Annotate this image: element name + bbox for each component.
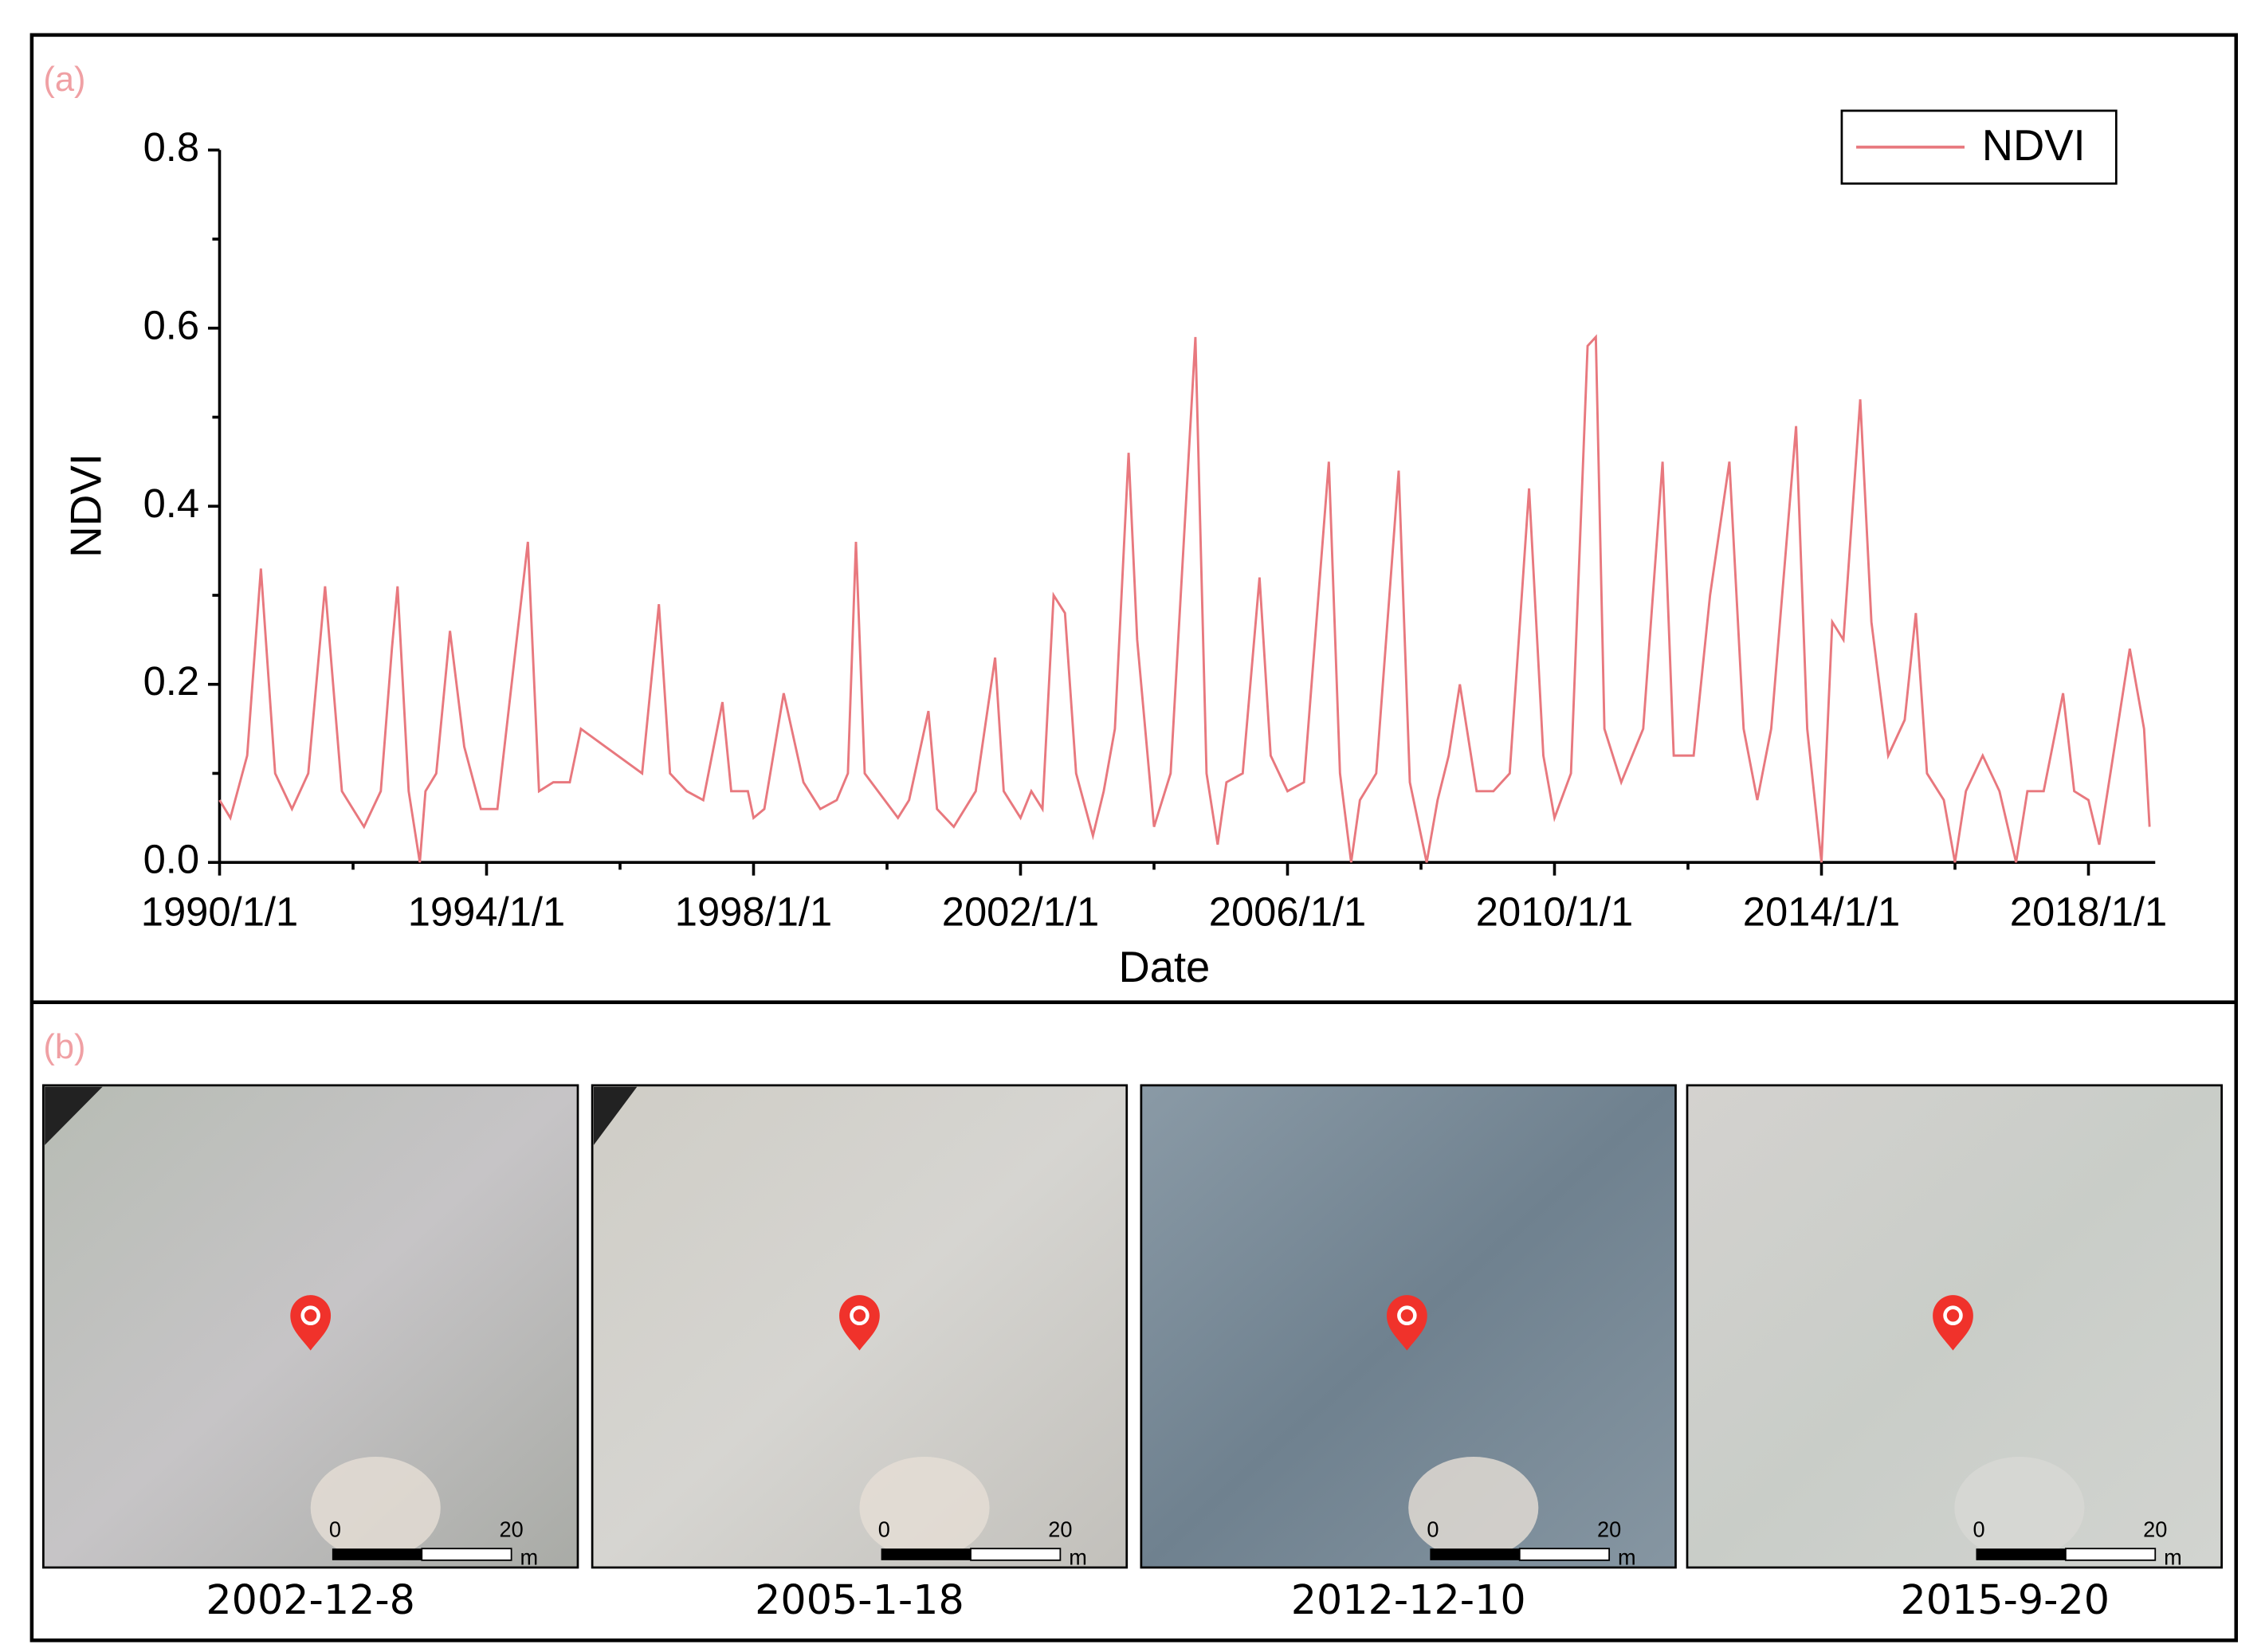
y-tick-label: 0.8 bbox=[143, 124, 200, 170]
y-tick-label: 0.6 bbox=[143, 302, 200, 347]
x-tick-label: 1994/1/1 bbox=[408, 889, 565, 934]
scale-bar-white bbox=[421, 1548, 512, 1561]
scale-bar-white bbox=[1518, 1548, 1611, 1561]
x-axis-label: Date bbox=[1118, 943, 1210, 991]
image-date: 2002-12-8 bbox=[206, 1577, 415, 1624]
scale-bar-white bbox=[2064, 1548, 2157, 1561]
pin-dot bbox=[1943, 1305, 1963, 1326]
panel-label: (a) bbox=[43, 60, 85, 99]
y-tick-label: 0.0 bbox=[143, 837, 200, 882]
scale-label: 0 bbox=[329, 1517, 341, 1541]
scale-bar-white bbox=[970, 1548, 1062, 1561]
scale-label: 0 bbox=[1427, 1517, 1439, 1541]
frame bbox=[29, 33, 2239, 1642]
x-tick-label: 2002/1/1 bbox=[942, 889, 1099, 934]
scale-bar-black bbox=[332, 1548, 422, 1560]
y-tick-label: 0.2 bbox=[143, 658, 200, 704]
scale-bar-black bbox=[1976, 1548, 2066, 1560]
legend-label: NDVI bbox=[1982, 121, 2086, 170]
y-tick-label: 0.4 bbox=[143, 481, 200, 526]
pin-dot bbox=[1397, 1305, 1417, 1326]
image-feature bbox=[859, 1457, 990, 1560]
y-axis-label: NDVI bbox=[62, 453, 111, 558]
image-feature bbox=[1408, 1457, 1539, 1560]
scale-label: m bbox=[520, 1544, 539, 1569]
scale-label: m bbox=[1069, 1544, 1087, 1569]
x-tick-label: 2010/1/1 bbox=[1476, 889, 1633, 934]
x-tick-label: 2018/1/1 bbox=[2010, 889, 2167, 934]
image-date: 2015-9-20 bbox=[1900, 1577, 2110, 1624]
scale-label: 20 bbox=[2143, 1517, 2167, 1541]
scale-label: 20 bbox=[1048, 1517, 1072, 1541]
scale-label: 20 bbox=[500, 1517, 524, 1541]
scale-label: 20 bbox=[1597, 1517, 1621, 1541]
image-feature bbox=[310, 1457, 441, 1560]
pin-dot bbox=[850, 1305, 869, 1326]
pin-dot bbox=[300, 1305, 320, 1326]
image-date: 2005-1-18 bbox=[755, 1577, 964, 1624]
x-tick-label: 2014/1/1 bbox=[1743, 889, 1900, 934]
scale-label: 0 bbox=[1973, 1517, 1985, 1541]
image-feature bbox=[1954, 1457, 2085, 1560]
x-tick-label: 1990/1/1 bbox=[141, 889, 298, 934]
ndvi-line bbox=[218, 334, 2151, 863]
scale-label: m bbox=[2164, 1544, 2182, 1569]
x-tick-label: 1998/1/1 bbox=[675, 889, 832, 934]
image-date: 2012-12-10 bbox=[1291, 1577, 1526, 1624]
x-tick-label: 2006/1/1 bbox=[1209, 889, 1366, 934]
scale-label: m bbox=[1618, 1544, 1636, 1569]
scale-label: 0 bbox=[878, 1517, 890, 1541]
scale-bar-black bbox=[1430, 1548, 1520, 1560]
panel-label: (b) bbox=[43, 1027, 85, 1066]
scale-bar-black bbox=[881, 1548, 971, 1560]
imagery-panels: 0 20 m 2002-12-8 0 20 m 2005-1-18 0 20 m 2012-12-10… bbox=[42, 1084, 2223, 1624]
